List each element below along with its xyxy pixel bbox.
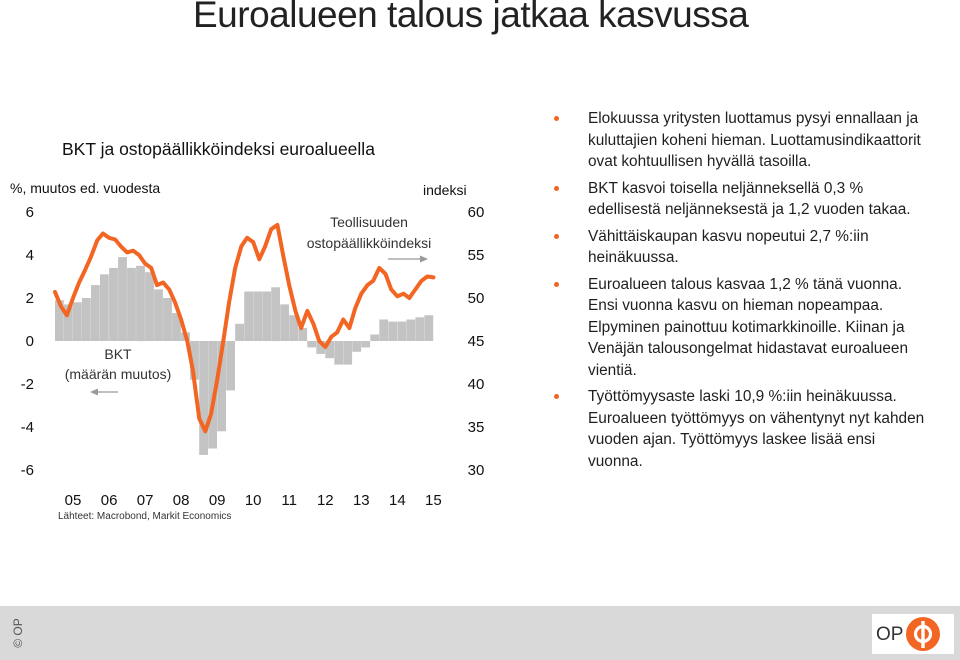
x-tick-label: 05 — [65, 492, 82, 509]
bullet-item: BKT kasvoi toisella neljänneksellä 0,3 %… — [554, 178, 934, 221]
right-tick-label: 55 — [468, 247, 485, 264]
gdp-bar — [253, 291, 262, 341]
bullet-list: Elokuussa yritysten luottamus pysyi enna… — [554, 108, 934, 477]
gdp-bar — [118, 257, 127, 341]
left-tick-label: -2 — [21, 376, 34, 393]
copyright-note: © OP — [11, 618, 25, 648]
op-logo-text: OP — [876, 624, 904, 645]
gdp-bar — [271, 287, 280, 342]
gdp-bar — [307, 341, 317, 348]
right-axis-ticks: 60 55 50 45 40 35 30 — [468, 204, 485, 479]
right-tick-label: 50 — [468, 290, 485, 307]
gdp-bars — [55, 257, 434, 455]
x-tick-label: 07 — [137, 492, 154, 509]
bullet-dot-icon — [554, 185, 559, 191]
gdp-bar — [262, 291, 271, 341]
op-logo-icon — [906, 617, 940, 651]
gdp-bar — [289, 315, 298, 341]
gdp-bar — [172, 313, 181, 341]
bkt-pmi-chart: BKT ja ostopäällikköindeksi euroalueella… — [10, 139, 485, 522]
pmi-label-line1: Teollisuuden — [330, 214, 408, 230]
gdp-bar — [244, 291, 253, 341]
gdp-bar — [217, 341, 226, 432]
gdp-bar — [154, 289, 163, 341]
left-tick-label: 6 — [26, 204, 34, 221]
gdp-bar — [127, 267, 136, 341]
pmi-arrow — [388, 255, 428, 263]
gdp-bar — [415, 317, 425, 341]
left-tick-label: -4 — [21, 419, 34, 436]
right-tick-label: 45 — [468, 333, 485, 350]
bullet-item: Euroalueen talous kasvaa 1,2 % tänä vuon… — [554, 274, 934, 382]
gdp-bar — [109, 267, 118, 341]
x-tick-label: 13 — [353, 492, 370, 509]
pmi-line — [53, 222, 436, 434]
right-tick-label: 60 — [468, 204, 485, 221]
gdp-bar — [235, 323, 244, 341]
footer-bar — [0, 606, 960, 660]
gdp-bar — [424, 315, 434, 341]
gdp-bar — [145, 272, 154, 341]
gdp-bar — [100, 274, 109, 341]
left-tick-label: 2 — [26, 290, 34, 307]
gdp-label-line1: BKT — [104, 346, 132, 362]
gdp-bar — [325, 341, 335, 359]
left-tick-label: 4 — [26, 247, 34, 264]
gdp-bar — [82, 298, 91, 341]
gdp-bar — [397, 321, 407, 341]
gdp-bar — [370, 334, 380, 341]
slide-title: Euroalueen talous jatkaa kasvussa — [193, 0, 749, 35]
gdp-bar — [388, 321, 398, 341]
gdp-bar — [136, 265, 145, 342]
gdp-bar — [334, 341, 344, 365]
chart-title: BKT ja ostopäällikköindeksi euroalueella — [62, 139, 375, 159]
gdp-bar — [352, 341, 362, 352]
gdp-bar — [64, 304, 73, 341]
gdp-bar — [316, 341, 326, 354]
x-tick-label: 08 — [173, 492, 190, 509]
right-tick-label: 40 — [468, 376, 485, 393]
right-axis-label: indeksi — [423, 182, 467, 198]
gdp-bar — [190, 341, 199, 380]
gdp-bar — [55, 300, 64, 341]
bullet-dot-icon — [554, 116, 559, 121]
x-axis-ticks: 05 06 07 08 09 10 11 12 13 14 15 — [65, 492, 442, 509]
gdp-bar — [361, 341, 371, 348]
gdp-bar — [73, 302, 82, 341]
x-tick-label: 12 — [317, 492, 334, 509]
gdp-bar — [406, 319, 416, 341]
x-tick-label: 15 — [425, 492, 442, 509]
gdp-bar — [199, 341, 208, 455]
left-tick-label: -6 — [21, 462, 34, 479]
x-tick-label: 10 — [245, 492, 262, 509]
gdp-bar — [298, 328, 308, 341]
pmi-line-group — [53, 222, 436, 434]
source-note: Lähteet: Macrobond, Markit Economics — [58, 511, 231, 522]
bullet-item: Elokuussa yritysten luottamus pysyi enna… — [554, 108, 934, 173]
left-axis-ticks: 6 4 2 0 -2 -4 -6 — [21, 204, 34, 479]
left-axis-label: %, muutos ed. vuodesta — [10, 180, 160, 196]
gdp-bar — [280, 304, 289, 341]
x-tick-label: 14 — [389, 492, 406, 509]
gdp-label-line2: (määrän muutos) — [65, 366, 172, 382]
gdp-bar — [343, 341, 353, 365]
x-tick-label: 06 — [101, 492, 118, 509]
gdp-bar — [379, 319, 389, 341]
bullet-dot-icon — [554, 233, 559, 239]
gdp-arrow — [90, 388, 118, 396]
pmi-label-line2: ostopäällikköindeksi — [307, 235, 432, 251]
bullet-dot-icon — [554, 394, 559, 399]
gdp-bar — [91, 285, 100, 341]
gdp-bar — [163, 298, 172, 341]
x-tick-label: 11 — [281, 492, 297, 509]
right-tick-label: 30 — [468, 462, 485, 479]
gdp-bar — [226, 341, 235, 391]
x-tick-label: 09 — [209, 492, 226, 509]
right-tick-label: 35 — [468, 419, 485, 436]
bullet-item: Työttömyysaste laski 10,9 %:iin heinäkuu… — [554, 386, 934, 472]
bullet-dot-icon — [554, 281, 559, 287]
left-tick-label: 0 — [26, 333, 34, 350]
bullet-item: Vähittäiskaupan kasvu nopeutui 2,7 %:iin… — [554, 226, 934, 269]
